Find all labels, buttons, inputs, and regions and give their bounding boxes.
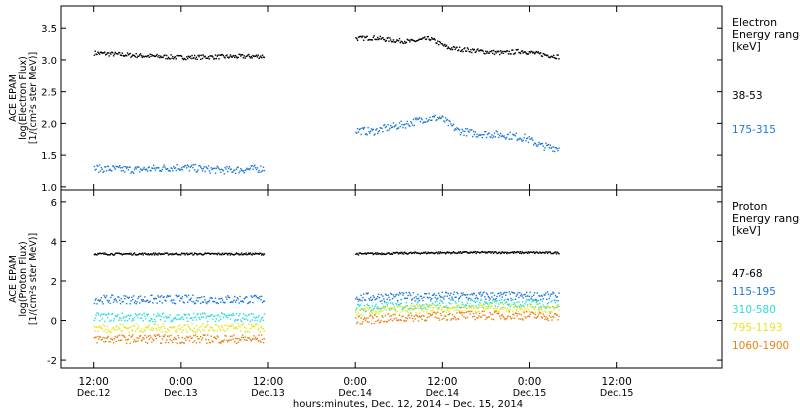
series-795-1193 bbox=[93, 302, 560, 334]
legend-entry-47-68: 47-68 bbox=[732, 268, 763, 280]
x-axis-title: hours:minutes, Dec. 12, 2014 – Dec. 15, … bbox=[293, 399, 523, 410]
plot-frame-1 bbox=[60, 189, 723, 369]
x-tick-time-1: 0:00 bbox=[169, 376, 193, 388]
y-axis-title-1-1: log(Proton Flux) bbox=[18, 241, 29, 316]
y-tick-label-0-4: 3.0 bbox=[41, 56, 57, 67]
x-tick-time-0: 12:00 bbox=[79, 376, 109, 388]
y-tick-label-1-1: 0 bbox=[51, 317, 57, 328]
y-tick-label-1-4: 6 bbox=[51, 198, 57, 209]
y-tick-label-1-3: 4 bbox=[51, 237, 57, 248]
y-axis-title-0-2: [1/(cm²s ster MeV)] bbox=[28, 52, 39, 144]
legend-title-0-0: Electron bbox=[732, 16, 777, 29]
y-tick-label-1-0: -2 bbox=[47, 356, 57, 367]
series-1060-1900 bbox=[93, 310, 560, 345]
x-tick-date-6: Dec.15 bbox=[600, 388, 634, 399]
x-tick-time-3: 0:00 bbox=[343, 376, 367, 388]
x-tick-time-2: 12:00 bbox=[253, 376, 283, 388]
legend-entry-795-1193: 795-1193 bbox=[732, 322, 783, 334]
legend-entry-1060-1900: 1060-1900 bbox=[732, 340, 789, 352]
x-tick-date-1: Dec.13 bbox=[164, 388, 198, 399]
y-tick-label-0-3: 2.5 bbox=[41, 88, 57, 99]
series-115-195 bbox=[93, 291, 560, 305]
legend-entry-38-53: 38-53 bbox=[732, 90, 763, 102]
series-310-580 bbox=[93, 298, 560, 323]
y-tick-label-0-2: 2.0 bbox=[41, 119, 57, 130]
x-tick-date-4: Dec.14 bbox=[426, 388, 460, 399]
legend-entry-175-315: 175-315 bbox=[732, 124, 776, 136]
x-tick-date-5: Dec.15 bbox=[513, 388, 547, 399]
plot-frame-0 bbox=[60, 5, 723, 191]
x-tick-date-3: Dec.14 bbox=[338, 388, 372, 399]
y-axis-title-0-0: ACE EPAM bbox=[8, 74, 19, 122]
x-tick-date-2: Dec.13 bbox=[251, 388, 285, 399]
x-tick-time-6: 12:00 bbox=[602, 376, 632, 388]
series-175-315 bbox=[93, 114, 560, 175]
y-tick-label-0-5: 3.5 bbox=[41, 24, 57, 35]
x-tick-time-4: 12:00 bbox=[427, 376, 457, 388]
legend-entry-115-195: 115-195 bbox=[732, 286, 776, 298]
legend-title-0-2: [keV] bbox=[732, 40, 761, 53]
y-tick-label-0-0: 1.0 bbox=[41, 183, 57, 194]
legend-title-1-2: [keV] bbox=[732, 224, 761, 237]
series-38-53 bbox=[93, 35, 560, 61]
series-47-68 bbox=[93, 250, 560, 256]
x-tick-date-0: Dec.12 bbox=[77, 388, 111, 399]
legend-title-1-0: Proton bbox=[732, 200, 767, 213]
y-tick-label-1-2: 2 bbox=[51, 277, 57, 288]
y-axis-title-0-1: log(Electron Flux) bbox=[18, 56, 29, 140]
y-axis-title-1-2: [1/(cm²s ster MeV)] bbox=[28, 233, 39, 325]
y-axis-title-1-0: ACE EPAM bbox=[8, 255, 19, 303]
y-tick-label-0-1: 1.5 bbox=[41, 151, 57, 162]
legend-title-0-1: Energy ranges bbox=[732, 28, 800, 41]
legend-title-1-1: Energy ranges bbox=[732, 212, 800, 225]
x-tick-time-5: 0:00 bbox=[518, 376, 542, 388]
legend-entry-310-580: 310-580 bbox=[732, 304, 776, 316]
